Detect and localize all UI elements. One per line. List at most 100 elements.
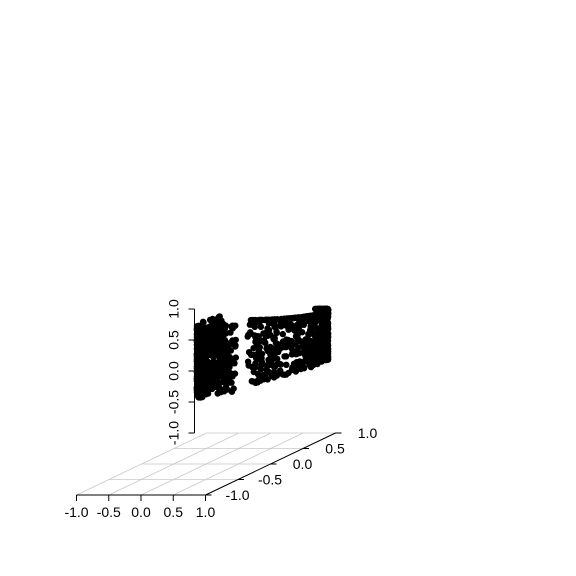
data-point	[282, 353, 290, 360]
y-tick-label: 0.0	[293, 456, 313, 472]
z-tick-label: -0.5	[166, 390, 182, 414]
data-point	[249, 316, 256, 324]
data-point	[206, 360, 213, 368]
data-point	[193, 336, 201, 344]
data-point	[321, 309, 329, 316]
data-point	[267, 331, 274, 339]
data-point	[247, 351, 255, 359]
data-point	[221, 338, 229, 345]
data-point	[200, 363, 207, 371]
data-point	[213, 316, 220, 323]
data-point	[274, 348, 282, 356]
data-point	[200, 319, 207, 326]
data-point	[257, 323, 265, 330]
data-point	[248, 378, 255, 385]
data-point	[283, 361, 290, 368]
data-point	[224, 372, 231, 379]
data-point	[253, 355, 260, 362]
data-point	[231, 370, 239, 377]
data-point	[194, 324, 201, 331]
data-point	[253, 378, 260, 386]
data-point	[251, 363, 259, 371]
data-point	[228, 388, 236, 395]
data-point	[265, 316, 273, 323]
data-point	[253, 339, 260, 347]
data-point	[204, 390, 212, 397]
data-point	[274, 316, 281, 323]
data-point	[218, 363, 225, 371]
data-point	[251, 323, 258, 331]
data-point	[193, 368, 201, 375]
data-point	[229, 325, 236, 332]
x-tick-label: -1.0	[64, 504, 88, 520]
data-point	[323, 315, 330, 322]
data-point	[232, 343, 239, 350]
data-point	[194, 342, 202, 349]
data-point	[308, 357, 315, 364]
data-point	[211, 362, 218, 369]
data-point	[263, 366, 270, 374]
x-tick-label: 0.5	[164, 504, 184, 520]
x-tick-label: 0.0	[131, 504, 151, 520]
z-tick-label: 1.0	[166, 299, 182, 319]
data-point	[232, 354, 239, 361]
data-point	[201, 349, 208, 357]
data-point	[302, 313, 309, 320]
data-point	[199, 386, 207, 393]
data-point	[302, 342, 309, 349]
data-point	[222, 330, 230, 337]
data-points	[193, 305, 332, 401]
data-point	[231, 360, 238, 367]
data-point	[280, 315, 288, 322]
data-point	[223, 377, 231, 384]
data-point	[270, 374, 278, 381]
data-point	[194, 357, 201, 364]
data-point	[250, 345, 257, 352]
data-point	[292, 361, 300, 368]
data-point	[308, 329, 315, 337]
y-tick-label: -0.5	[258, 472, 282, 488]
data-point	[300, 363, 307, 371]
y-tick-label: 0.5	[325, 441, 345, 457]
z-tick-label: 0.5	[166, 330, 182, 350]
data-point	[201, 338, 208, 345]
data-point	[318, 348, 326, 355]
y-tick-label: -1.0	[225, 487, 249, 503]
data-point	[198, 392, 205, 399]
data-point	[321, 321, 328, 328]
data-point	[271, 335, 278, 342]
data-point	[295, 324, 303, 331]
data-point	[271, 363, 279, 370]
data-point	[244, 358, 252, 365]
x-tick-label: 1.0	[196, 504, 216, 520]
data-point	[211, 380, 218, 387]
data-point	[267, 343, 274, 351]
data-point	[258, 354, 265, 362]
data-point	[193, 386, 201, 394]
data-point	[212, 334, 220, 341]
data-point	[261, 316, 268, 324]
data-point	[306, 337, 313, 345]
data-point	[205, 325, 212, 332]
data-point	[260, 372, 267, 379]
data-point	[252, 334, 259, 341]
data-point	[298, 329, 306, 336]
data-point	[317, 316, 324, 323]
y-tick-label: 1.0	[358, 425, 378, 441]
data-point	[208, 350, 215, 357]
data-point	[283, 343, 290, 351]
data-point	[274, 355, 281, 363]
data-point	[273, 328, 280, 335]
x-tick-label: -0.5	[97, 504, 121, 520]
data-point	[324, 354, 331, 361]
data-point	[268, 356, 276, 364]
data-point	[215, 358, 223, 365]
data-point	[294, 333, 301, 341]
data-point	[307, 352, 314, 359]
data-point	[271, 323, 278, 330]
data-point	[314, 353, 321, 360]
data-point	[262, 332, 269, 339]
data-point	[255, 347, 263, 355]
data-point	[283, 322, 290, 329]
data-point	[323, 334, 330, 342]
